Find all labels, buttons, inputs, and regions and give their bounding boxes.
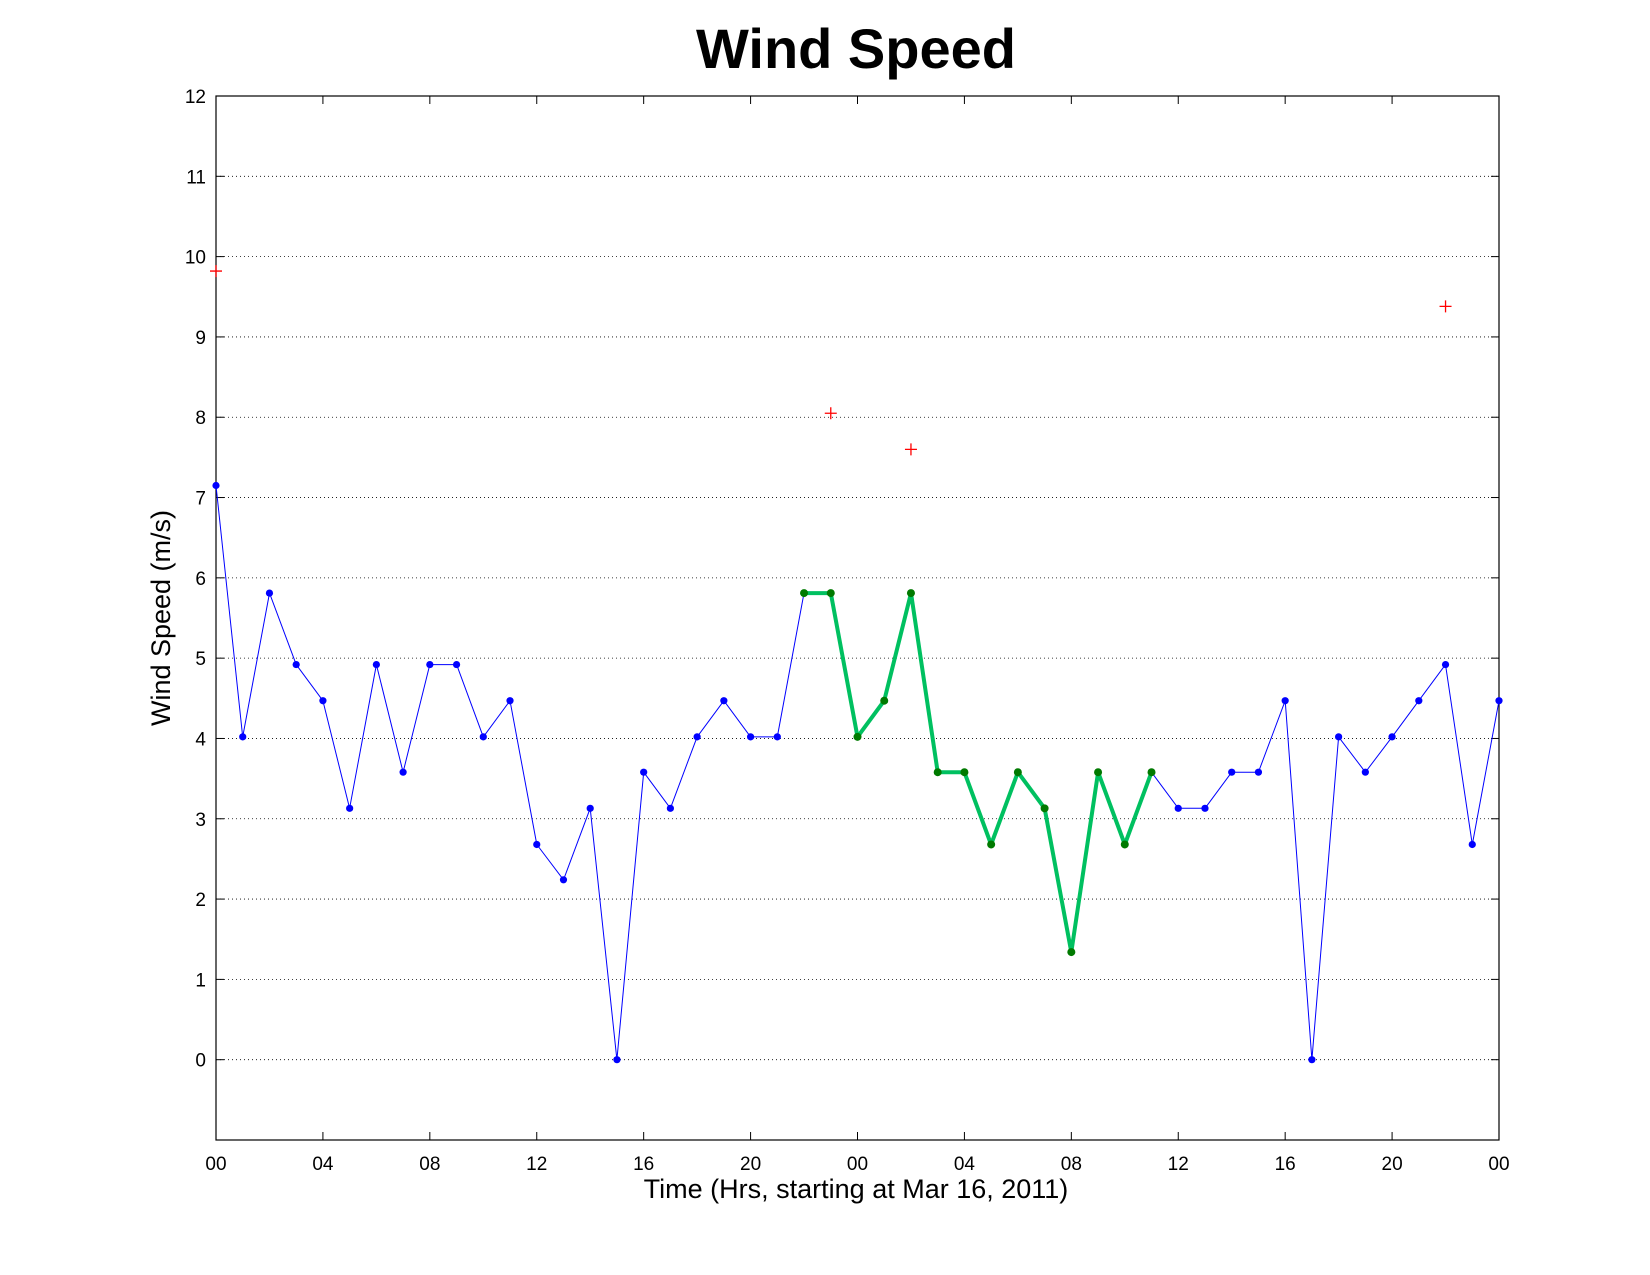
data-point xyxy=(906,589,915,598)
x-axis-label: Time (Hrs, starting at Mar 16, 2011) xyxy=(644,1174,1069,1204)
x-tick-labels: 00 04 08 12 16 20 00 04 08 12 16 20 00 xyxy=(205,1154,1509,1175)
y-tick-label: 4 xyxy=(195,729,206,750)
series-2 xyxy=(800,589,1156,957)
data-point xyxy=(1361,768,1369,776)
data-point xyxy=(1254,768,1263,776)
y-tick-label: 5 xyxy=(195,649,206,670)
plus-marker xyxy=(824,407,837,420)
y-tick-label: 11 xyxy=(186,167,206,188)
y-tick-label: 1 xyxy=(195,970,206,991)
data-point xyxy=(292,660,300,669)
y-tick-label: 8 xyxy=(195,408,206,429)
data-point xyxy=(239,733,247,741)
x-tick-label: 08 xyxy=(419,1154,440,1175)
data-point xyxy=(1120,840,1129,849)
x-tick-label: 20 xyxy=(1382,1154,1403,1175)
y-tick-label: 6 xyxy=(195,569,206,590)
data-point xyxy=(1308,1056,1316,1064)
y-tick-label: 0 xyxy=(195,1051,206,1072)
data-point xyxy=(1441,660,1450,669)
plus-marker xyxy=(904,443,917,456)
data-point xyxy=(613,1056,621,1064)
y-axis-label: Wind Speed (m/s) xyxy=(146,510,176,726)
data-point xyxy=(506,697,514,705)
data-point xyxy=(1201,804,1209,812)
data-point xyxy=(1147,768,1156,777)
x-tick-label: 00 xyxy=(1488,1154,1509,1175)
data-point xyxy=(319,697,327,705)
y-tick-label: 2 xyxy=(195,890,206,911)
y-tick-label: 9 xyxy=(195,328,206,349)
data-point xyxy=(987,840,996,849)
series-line xyxy=(804,591,1154,955)
data-point xyxy=(399,768,407,776)
x-tick-label: 04 xyxy=(312,1154,334,1175)
data-point xyxy=(372,660,380,669)
data-point xyxy=(960,768,969,777)
data-point xyxy=(1094,768,1103,777)
data-point xyxy=(533,840,541,849)
data-point xyxy=(479,733,487,741)
y-tick-label: 12 xyxy=(185,87,206,108)
data-point xyxy=(346,804,354,812)
data-point xyxy=(1495,697,1503,705)
data-point xyxy=(1174,804,1182,812)
data-point xyxy=(1040,804,1049,813)
data-point xyxy=(1468,840,1476,849)
data-point xyxy=(800,589,809,598)
data-point xyxy=(666,804,674,812)
data-point xyxy=(880,696,889,705)
axis-ticks xyxy=(215,95,1500,1140)
data-point xyxy=(1335,733,1343,741)
x-tick-label: 00 xyxy=(205,1154,226,1175)
y-tick-label: 3 xyxy=(195,810,206,831)
data-point xyxy=(1067,948,1076,957)
chart-title: Wind Speed xyxy=(696,17,1016,80)
x-tick-label: 16 xyxy=(1275,1154,1296,1175)
data-point xyxy=(265,589,274,597)
data-point xyxy=(853,732,862,741)
gridlines xyxy=(216,95,1499,1061)
data-point xyxy=(1281,697,1289,705)
data-point xyxy=(426,660,434,669)
series-1 xyxy=(212,481,1503,1064)
plus-marker xyxy=(210,265,222,278)
data-point xyxy=(559,876,568,884)
data-point xyxy=(933,768,942,777)
data-point xyxy=(746,733,755,741)
data-point xyxy=(1415,697,1423,705)
data-point xyxy=(1228,768,1236,776)
plus-marker xyxy=(1439,300,1452,313)
x-tick-label: 08 xyxy=(1061,1154,1082,1175)
x-tick-label: 20 xyxy=(740,1154,761,1175)
data-point xyxy=(773,733,781,741)
data-point xyxy=(452,660,461,669)
y-tick-label: 7 xyxy=(195,489,206,510)
x-tick-label: 00 xyxy=(847,1154,868,1175)
data-series xyxy=(210,265,1503,1064)
data-point xyxy=(693,733,701,741)
data-point xyxy=(1388,733,1396,741)
x-tick-label: 12 xyxy=(1168,1154,1189,1175)
y-tick-label: 10 xyxy=(185,248,206,269)
data-point xyxy=(640,768,648,776)
data-point xyxy=(1013,768,1022,777)
series-line xyxy=(215,485,1500,1061)
x-tick-label: 12 xyxy=(526,1154,547,1175)
x-tick-label: 04 xyxy=(954,1154,976,1175)
data-point xyxy=(826,589,835,598)
data-point xyxy=(720,697,728,705)
x-tick-label: 16 xyxy=(633,1154,654,1175)
data-point xyxy=(586,804,594,812)
series-3 xyxy=(210,265,1452,456)
data-point xyxy=(212,481,220,490)
